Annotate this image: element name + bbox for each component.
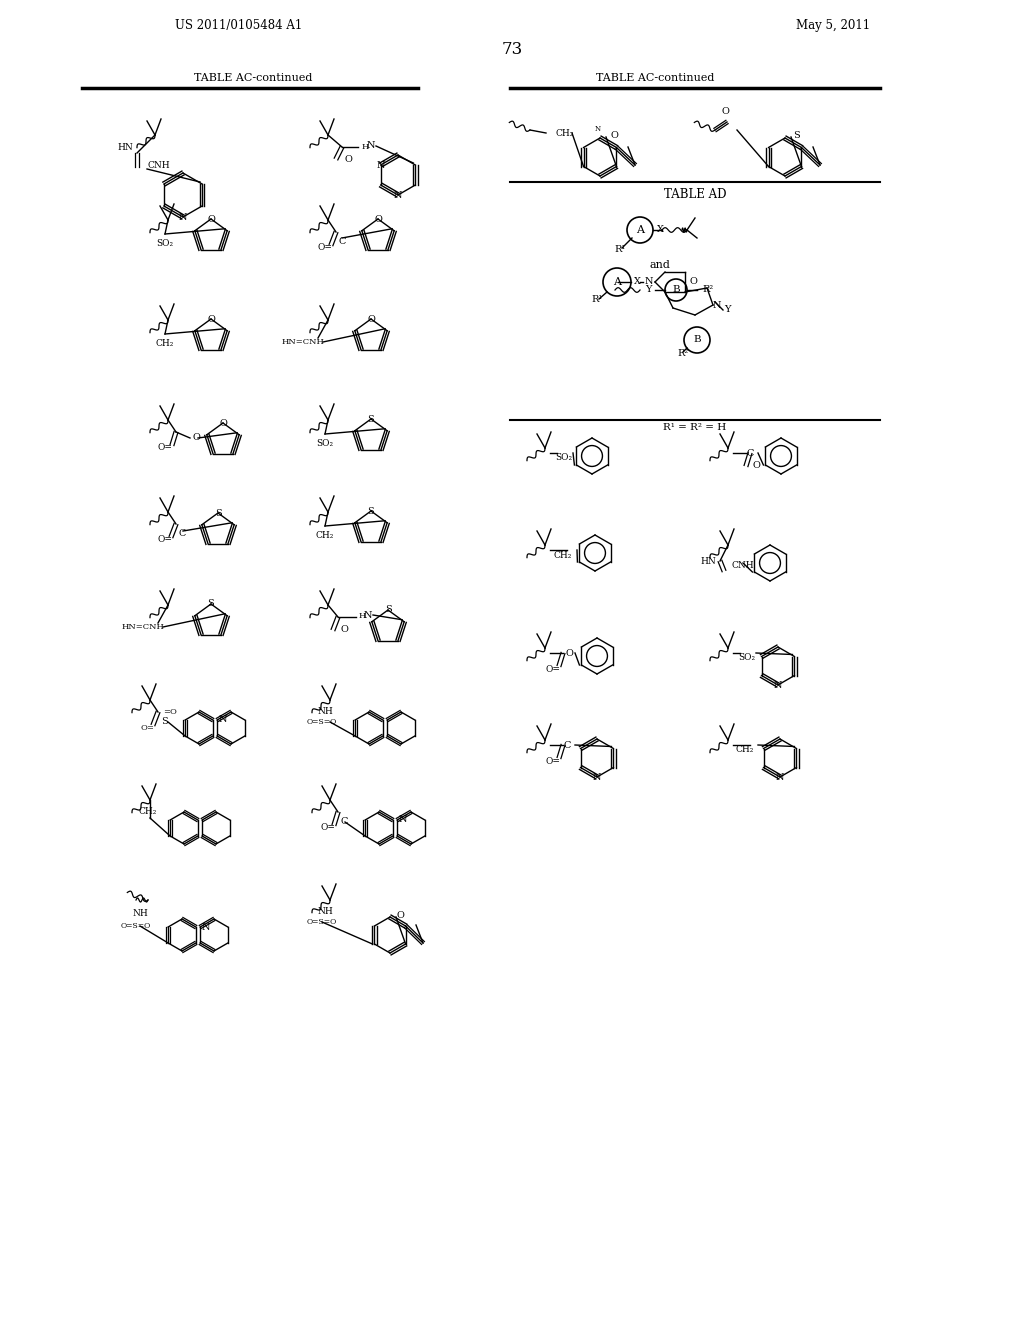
- Text: C: C: [746, 449, 754, 458]
- Text: O: O: [344, 154, 352, 164]
- Text: O=: O=: [158, 444, 172, 453]
- Text: N: N: [394, 190, 402, 199]
- Text: O=: O=: [158, 536, 172, 544]
- Text: O: O: [610, 131, 617, 140]
- Text: O=S=O: O=S=O: [307, 718, 337, 726]
- Text: CH₂: CH₂: [315, 531, 334, 540]
- Text: C: C: [178, 529, 185, 539]
- Text: CNH: CNH: [732, 561, 755, 569]
- Text: N: N: [377, 161, 385, 169]
- Text: TABLE AD: TABLE AD: [664, 187, 726, 201]
- Text: N: N: [202, 923, 210, 932]
- Text: N: N: [593, 772, 601, 781]
- Text: HN=CNH: HN=CNH: [122, 623, 165, 631]
- Text: C: C: [338, 238, 346, 247]
- Text: Y: Y: [645, 285, 651, 294]
- Text: B: B: [693, 335, 700, 345]
- Text: S: S: [385, 606, 391, 615]
- Text: CH₂: CH₂: [139, 808, 158, 817]
- Text: HN: HN: [117, 143, 133, 152]
- Text: O=S=O: O=S=O: [307, 917, 337, 927]
- Text: N: N: [713, 301, 721, 309]
- Text: O: O: [207, 314, 215, 323]
- Text: O=: O=: [140, 723, 154, 733]
- Text: N: N: [367, 141, 375, 150]
- Text: SO₂: SO₂: [555, 454, 572, 462]
- Text: H: H: [361, 143, 369, 150]
- Text: O: O: [396, 911, 403, 920]
- Text: NH: NH: [132, 909, 147, 919]
- Text: O=: O=: [321, 824, 336, 833]
- Text: O: O: [193, 433, 200, 442]
- Text: O: O: [565, 648, 573, 657]
- Text: SO₂: SO₂: [157, 239, 173, 248]
- Text: B: B: [672, 285, 680, 294]
- Text: NH: NH: [317, 908, 333, 916]
- Text: R¹: R¹: [592, 296, 603, 305]
- Text: CH₂: CH₂: [156, 338, 174, 347]
- Text: R¹ = R² = H: R¹ = R² = H: [664, 424, 727, 433]
- Text: HN: HN: [700, 557, 716, 565]
- Text: O: O: [207, 214, 215, 223]
- Text: HN=CNH: HN=CNH: [282, 338, 325, 346]
- Text: H: H: [358, 612, 366, 620]
- Text: R²: R²: [678, 350, 688, 359]
- Text: C: C: [340, 817, 348, 826]
- Text: O: O: [721, 107, 729, 116]
- Text: SO₂: SO₂: [316, 438, 334, 447]
- Text: O: O: [689, 277, 697, 286]
- Text: N: N: [595, 125, 601, 133]
- Text: O: O: [374, 214, 382, 223]
- Text: CNH: CNH: [147, 161, 170, 169]
- Text: O=: O=: [546, 665, 560, 675]
- Text: N: N: [399, 816, 408, 825]
- Text: S: S: [368, 414, 375, 424]
- Text: S: S: [161, 718, 167, 726]
- Text: R²: R²: [702, 285, 713, 294]
- Text: O=S=O: O=S=O: [121, 921, 152, 931]
- Text: A: A: [636, 224, 644, 235]
- Text: CH₂: CH₂: [553, 550, 571, 560]
- Text: US 2011/0105484 A1: US 2011/0105484 A1: [175, 18, 302, 32]
- Text: O: O: [367, 314, 375, 323]
- Text: SO₂: SO₂: [738, 653, 755, 663]
- Text: X: X: [656, 226, 664, 235]
- Text: R¹: R¹: [614, 246, 626, 255]
- Text: S: S: [208, 599, 214, 609]
- Text: and: and: [649, 260, 671, 271]
- Text: O: O: [219, 418, 227, 428]
- Text: S: S: [215, 508, 221, 517]
- Text: TABLE AC-continued: TABLE AC-continued: [194, 73, 312, 83]
- Text: S: S: [794, 131, 801, 140]
- Text: =O: =O: [163, 708, 177, 715]
- Text: Y: Y: [724, 305, 730, 314]
- Text: N: N: [219, 715, 227, 725]
- Text: O=: O=: [546, 758, 560, 767]
- Text: O: O: [752, 462, 760, 470]
- Text: A: A: [613, 277, 621, 286]
- Text: X: X: [634, 277, 640, 286]
- Text: TABLE AC-continued: TABLE AC-continued: [596, 73, 714, 83]
- Text: N: N: [774, 681, 782, 689]
- Text: CH₂: CH₂: [556, 128, 574, 137]
- Text: N: N: [179, 213, 187, 222]
- Text: S: S: [368, 507, 375, 516]
- Text: O=: O=: [317, 243, 333, 252]
- Text: O: O: [340, 626, 348, 635]
- Text: N: N: [776, 772, 784, 781]
- Text: 73: 73: [502, 41, 522, 58]
- Text: C: C: [563, 741, 570, 750]
- Text: CH₂: CH₂: [736, 746, 755, 755]
- Text: May 5, 2011: May 5, 2011: [796, 18, 870, 32]
- Text: N: N: [364, 610, 373, 619]
- Text: N: N: [645, 277, 653, 286]
- Text: NH: NH: [317, 708, 333, 717]
